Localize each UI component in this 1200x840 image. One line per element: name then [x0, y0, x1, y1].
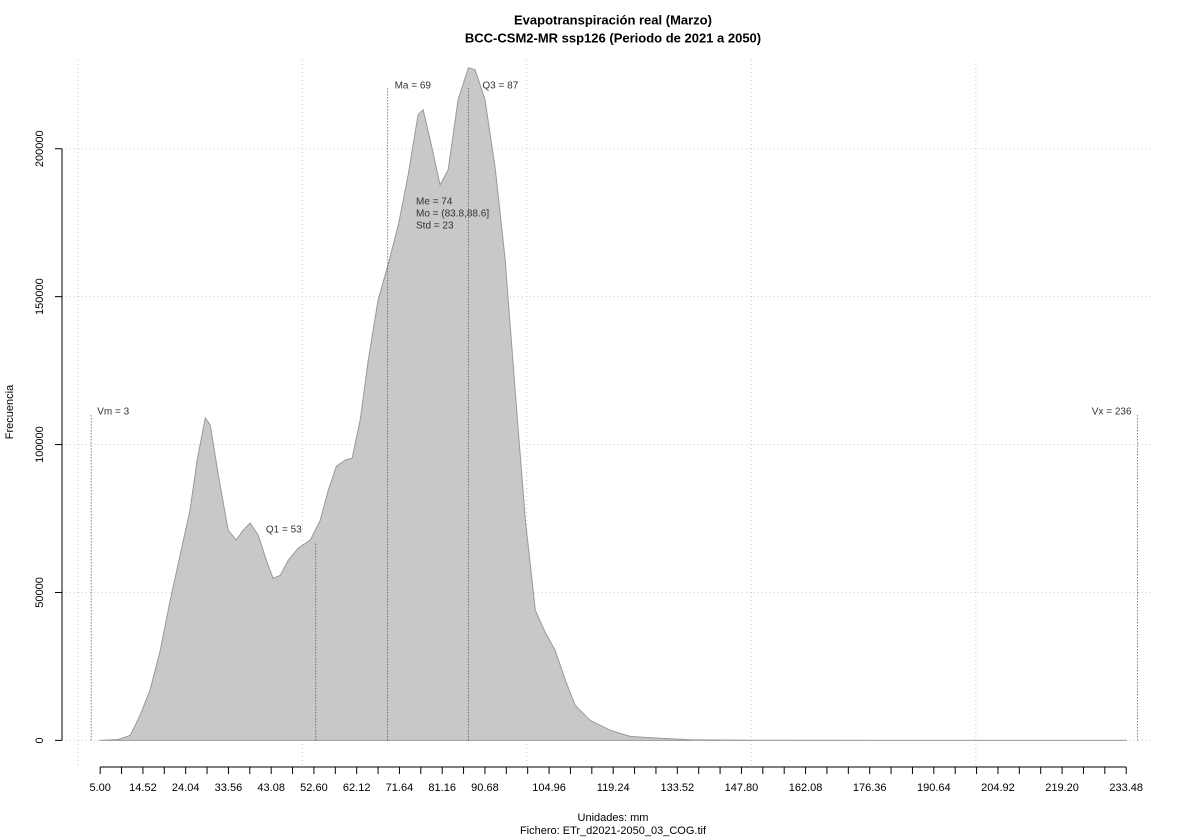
x-tick-label: 24.04 — [172, 782, 200, 794]
x-tick-label: 33.56 — [215, 782, 243, 794]
y-tick-label: 200000 — [34, 130, 46, 167]
x-tick-label: 147.80 — [725, 782, 759, 794]
x-tick-label: 43.08 — [257, 782, 285, 794]
y-tick-label: 0 — [34, 737, 46, 743]
stat-label: Mo = (83.8,88.6] — [416, 209, 489, 220]
y-tick-label: 150000 — [34, 278, 46, 315]
x-tick-label: 104.96 — [532, 782, 566, 794]
x-tick-label: 162.08 — [789, 782, 823, 794]
stat-label: Me = 74 — [416, 197, 453, 208]
chart-title: Evapotranspiración real (Marzo) — [514, 12, 712, 27]
y-axis-label: Frecuencia — [4, 384, 16, 439]
x-tick-label: 62.12 — [343, 782, 371, 794]
y-tick-label: 100000 — [34, 426, 46, 463]
marker-label: Vm = 3 — [97, 407, 129, 418]
x-tick-label: 176.36 — [853, 782, 887, 794]
x-tick-label: 204.92 — [981, 782, 1015, 794]
x-tick-label: 190.64 — [917, 782, 951, 794]
x-tick-label: 81.16 — [428, 782, 456, 794]
x-tick-label: 133.52 — [660, 782, 694, 794]
density-area — [98, 67, 1127, 741]
marker-label: Q3 = 87 — [482, 81, 518, 92]
x-tick-label: 14.52 — [129, 782, 157, 794]
x-tick-label: 233.48 — [1109, 782, 1143, 794]
x-tick-label: 71.64 — [386, 782, 414, 794]
marker-label: Ma = 69 — [395, 81, 432, 92]
x-tick-label: 90.68 — [471, 782, 499, 794]
chart-subtitle: BCC-CSM2-MR ssp126 (Periodo de 2021 a 20… — [465, 30, 761, 45]
x-tick-label: 219.20 — [1045, 782, 1079, 794]
x-tick-label: 52.60 — [300, 782, 328, 794]
marker-label: Q1 = 53 — [266, 525, 302, 536]
x-tick-label: 5.00 — [89, 782, 110, 794]
stat-label: Std = 23 — [416, 221, 454, 232]
x-axis-label: Unidades: mm — [578, 812, 649, 824]
caption: Fichero: ETr_d2021-2050_03_COG.tif — [520, 825, 707, 837]
y-tick-label: 50000 — [34, 577, 46, 608]
x-tick-label: 119.24 — [597, 782, 630, 794]
marker-label: Vx = 236 — [1092, 407, 1132, 418]
